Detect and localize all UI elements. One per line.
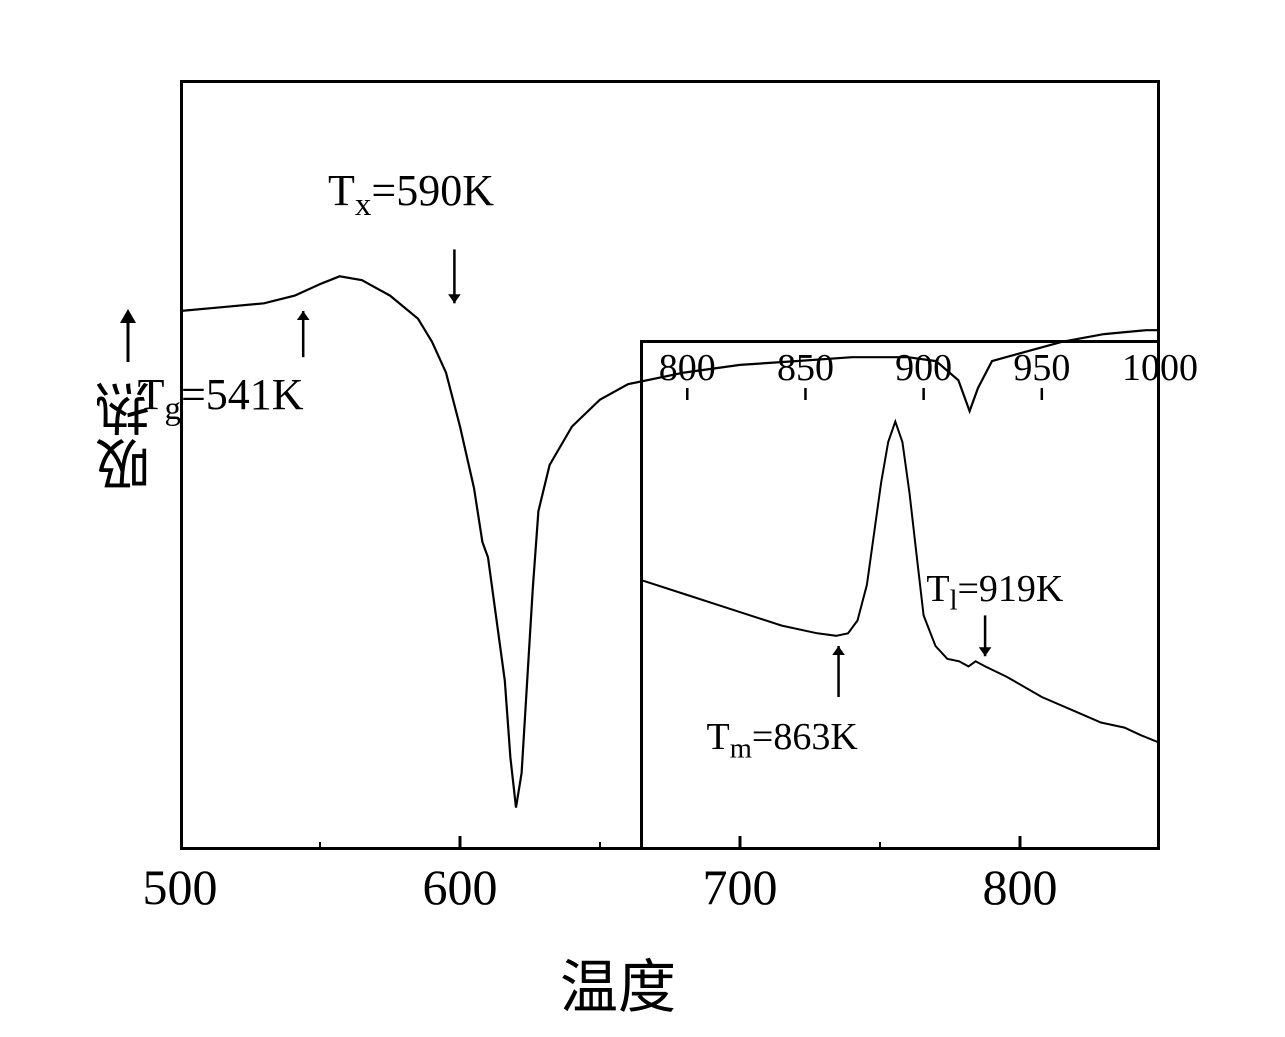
inset-x-tick-label: 800: [642, 346, 732, 390]
main-annotation-arrows: [297, 249, 461, 357]
inset-plot: [640, 340, 1160, 850]
main-x-tick-label: 600: [410, 858, 510, 916]
annotation-Tm: Tm=863K: [707, 715, 858, 766]
inset-annotation-arrows: [832, 615, 991, 697]
main-x-tick-label: 700: [690, 858, 790, 916]
inset-plot-frame: [642, 342, 1159, 849]
inset-x-tick-label: 900: [879, 346, 969, 390]
y-axis-arrow-icon: [100, 307, 156, 367]
inset-x-tick-label: 850: [760, 346, 850, 390]
inset-x-tick-label: 950: [997, 346, 1087, 390]
x-axis-label: 温度: [560, 940, 676, 1024]
inset-x-tick-label: 1000: [1115, 346, 1205, 390]
annotation-Tg: Tg=541K: [138, 369, 304, 428]
main-x-tick-label: 800: [970, 858, 1070, 916]
annotation-Tl: Tl=919K: [926, 567, 1063, 618]
inset-dsc-curve: [640, 422, 1160, 743]
inset-plot-svg: [640, 340, 1160, 850]
annotation-Tx: Tx=590K: [328, 165, 494, 224]
main-x-tick-label: 500: [130, 858, 230, 916]
